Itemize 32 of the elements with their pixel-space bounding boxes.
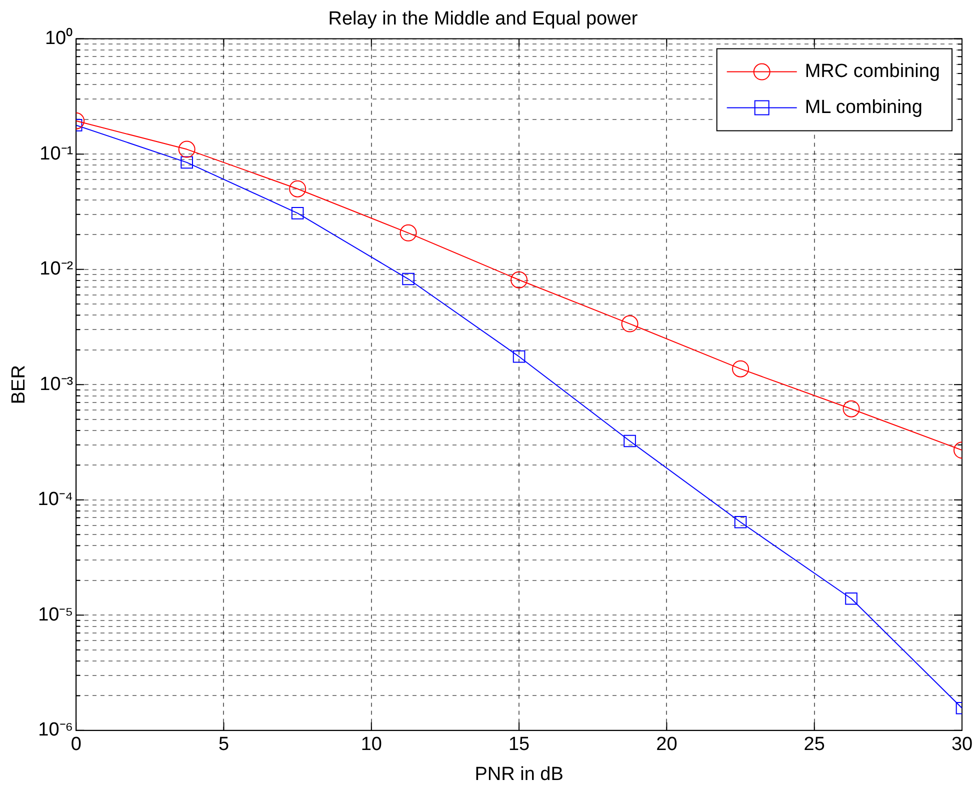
x-tick-label: 30: [951, 734, 973, 756]
point: [400, 224, 417, 242]
point: [510, 271, 528, 288]
y-tick-label: 10⁻⁵: [38, 604, 74, 626]
x-tick-label: 25: [804, 734, 825, 756]
point: [621, 315, 638, 332]
point: [842, 400, 860, 418]
point: [402, 272, 414, 286]
x-tick-label: 15: [508, 734, 530, 756]
point: [291, 207, 304, 220]
point: [180, 156, 193, 169]
x-tick-label: 0: [70, 734, 82, 756]
point: [732, 360, 750, 378]
y-tick-label: 10⁰: [44, 27, 74, 50]
y-tick-label: 10⁻³: [40, 374, 74, 395]
y-tick-label: 10⁻¹: [40, 143, 74, 164]
point: [512, 350, 526, 363]
x-tick-label: 5: [218, 734, 230, 756]
y-tick-label: 10⁻⁴: [38, 489, 74, 510]
point: [178, 140, 196, 158]
y-tick-label: 10⁻²: [40, 258, 74, 280]
legend-label: ML combining: [804, 97, 922, 118]
legend-label: MRC combining: [804, 61, 940, 82]
point: [624, 434, 636, 448]
point: [734, 516, 747, 528]
x-tick-label: 20: [656, 734, 678, 756]
y-axis-title: BER: [8, 365, 30, 404]
chart-title: Relay in the Middle and Equal power: [328, 8, 638, 30]
point: [289, 180, 306, 198]
x-tick-label: 10: [360, 734, 382, 756]
point: [845, 592, 858, 605]
x-axis-title: PNR in dB: [474, 764, 564, 785]
